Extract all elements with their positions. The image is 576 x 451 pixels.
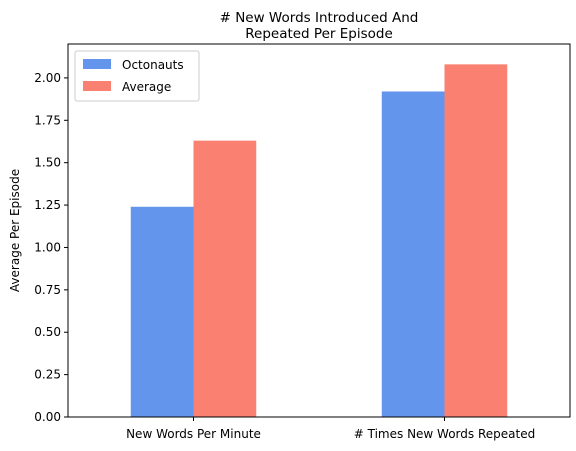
- bar-average-new-words-per-minute: [193, 140, 257, 417]
- x-tick-label-times-new-words-repeated: # Times New Words Repeated: [354, 427, 535, 441]
- legend: Octonauts Average: [74, 50, 200, 102]
- y-axis-label: Average Per Episode: [8, 169, 22, 292]
- plot-frame: [67, 43, 571, 418]
- y-tick-label: 1.75: [34, 113, 61, 127]
- chart-title-line-1: # New Words Introduced And: [220, 10, 419, 26]
- x-tick-label-new-words-per-minute: New Words Per Minute: [126, 427, 261, 441]
- y-tick-label: 1.50: [34, 156, 61, 170]
- legend-label-octonauts: Octonauts: [122, 58, 184, 72]
- bar-octonauts-new-words-per-minute: [130, 206, 194, 417]
- y-tick-label: 1.00: [34, 240, 61, 254]
- y-axis: 0.00 0.25 0.50 0.75 1.00 1.25 1.50 1.75 2.00: [34, 71, 68, 424]
- y-tick-label: 0.00: [34, 410, 61, 424]
- chart-title-line-2: Repeated Per Episode: [245, 26, 393, 42]
- y-tick-label: 0.75: [34, 283, 61, 297]
- legend-label-average: Average: [122, 80, 171, 94]
- y-tick-label: 2.00: [34, 71, 61, 85]
- legend-swatch-average: [83, 81, 111, 91]
- y-tick-label: 1.25: [34, 198, 61, 212]
- y-tick-label: 0.25: [34, 368, 61, 382]
- x-axis: New Words Per Minute # Times New Words Re…: [126, 417, 535, 441]
- y-tick-label: 0.50: [34, 325, 61, 339]
- bar-octonauts-times-new-words-repeated: [381, 91, 445, 418]
- bars-group: [130, 64, 508, 418]
- legend-swatch-octonauts: [83, 59, 111, 69]
- bar-average-times-new-words-repeated: [444, 64, 508, 417]
